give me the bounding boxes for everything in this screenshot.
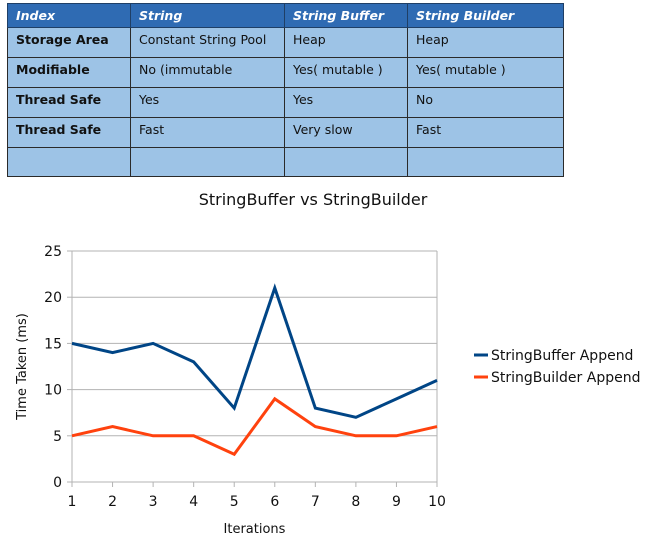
- comparison-table: Index String String Buffer String Builde…: [7, 3, 564, 177]
- series-line: [71, 396, 438, 457]
- table-cell: Fast: [130, 117, 285, 148]
- x-tick-label: 7: [311, 494, 320, 510]
- chart-title: StringBuffer vs StringBuilder: [198, 190, 428, 209]
- table-cell: [284, 147, 408, 177]
- column-header: String Builder: [407, 3, 564, 28]
- table-cell: Modifiable: [7, 57, 131, 88]
- table-cell: Heap: [284, 27, 408, 58]
- table-cell: [7, 147, 131, 177]
- table-row: [7, 147, 564, 177]
- x-tick-label: 5: [230, 494, 239, 510]
- table-cell: Fast: [407, 117, 564, 148]
- y-tick-label: 25: [44, 244, 62, 260]
- table-cell: Storage Area: [7, 27, 131, 58]
- line-chart: 0 5 10 15 20 25 1 2 3 4 5 6 7 8 9 10 Iterations Time Take…: [15, 244, 640, 537]
- y-axis-label: Time Taken (ms): [15, 313, 30, 421]
- x-tick-label: 8: [351, 494, 360, 510]
- y-tick-label: 0: [53, 475, 62, 491]
- table-cell: Yes( mutable ): [284, 57, 408, 88]
- table-row: Modifiable No (immutable Yes( mutable ) …: [7, 57, 564, 88]
- y-tick-label: 15: [44, 336, 62, 352]
- y-tick-label: 5: [53, 429, 62, 445]
- legend-label: StringBuffer Append: [491, 348, 633, 364]
- table-cell: [407, 147, 564, 177]
- y-tick-label: 10: [44, 383, 62, 399]
- table-cell: No: [407, 87, 564, 118]
- x-tick-label: 4: [189, 494, 198, 510]
- table-cell: Thread Safe: [7, 87, 131, 118]
- table-row: Thread Safe Fast Very slow Fast: [7, 117, 564, 148]
- x-axis-label: Iterations: [224, 522, 286, 537]
- table-cell: Very slow: [284, 117, 408, 148]
- table-cell: Thread Safe: [7, 117, 131, 148]
- table-header-row: Index String String Buffer String Builde…: [7, 3, 564, 28]
- x-tick-label: 9: [392, 494, 401, 510]
- column-header: String: [130, 3, 285, 28]
- table-row: Storage Area Constant String Pool Heap H…: [7, 27, 564, 58]
- table-row: Thread Safe Yes Yes No: [7, 87, 564, 118]
- x-tick-label: 10: [428, 494, 446, 510]
- legend-label: StringBuilder Append: [491, 370, 640, 386]
- y-tick-label: 20: [44, 290, 62, 306]
- x-tick-label: 2: [108, 494, 117, 510]
- column-header: Index: [7, 3, 131, 28]
- column-header: String Buffer: [284, 3, 408, 28]
- x-tick-label: 6: [270, 494, 279, 510]
- table-cell: Yes( mutable ): [407, 57, 564, 88]
- table-cell: Yes: [130, 87, 285, 118]
- table-cell: Yes: [284, 87, 408, 118]
- table-cell: No (immutable: [130, 57, 285, 88]
- x-tick-label: 1: [68, 494, 77, 510]
- x-tick-label: 3: [149, 494, 158, 510]
- table-cell: [130, 147, 285, 177]
- table-cell: Constant String Pool: [130, 27, 285, 58]
- series-line: [71, 283, 438, 419]
- table-cell: Heap: [407, 27, 564, 58]
